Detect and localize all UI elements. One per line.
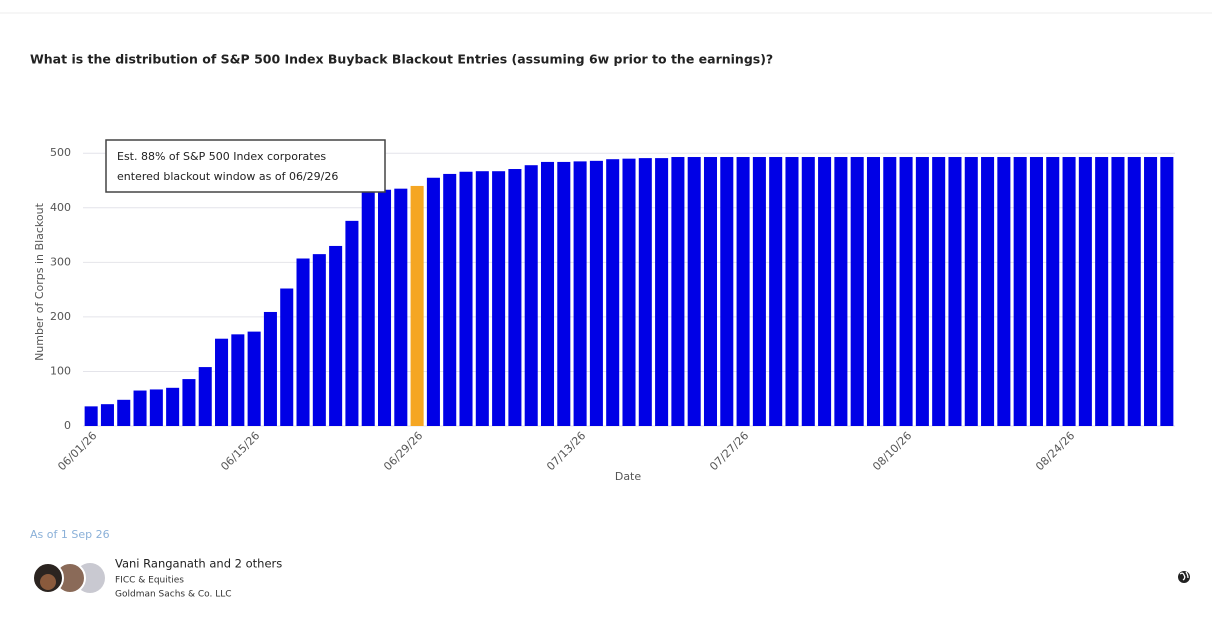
bar [524,165,538,427]
bar [1062,157,1076,426]
bar [394,188,408,426]
bar [1029,157,1043,426]
x-axis-title: Date [615,470,642,483]
bar [818,157,832,426]
bar [606,159,620,426]
y-tick-label: 200 [50,310,71,323]
avatar-face [40,574,56,590]
y-axis-title: Number of Corps in Blackout [33,202,46,361]
bar [736,157,750,426]
bar [883,157,897,426]
x-tick-label: 06/15/26 [218,429,262,473]
x-tick-label: 07/13/26 [544,429,588,473]
bar [133,390,147,426]
bar [215,338,229,426]
bar [1144,157,1158,426]
x-tick-label: 06/29/26 [381,429,425,473]
bar [720,157,734,426]
as-of: As of 1 Sep 26 [30,528,110,541]
bar [1160,157,1174,426]
bar [426,177,440,426]
bar [231,334,245,426]
bar [296,258,310,426]
bar [312,254,326,426]
x-tick-label: 06/01/26 [55,429,99,473]
firm: Goldman Sachs & Co. LLC [115,590,232,600]
y-tick-label: 500 [50,146,71,159]
bar [801,157,815,426]
bar [1111,157,1125,426]
annotation-text: Est. 88% of S&P 500 Index corporates [117,150,326,163]
bar [964,157,978,426]
bar [280,288,294,426]
bar [410,185,424,426]
bar [997,157,1011,426]
y-tick-label: 0 [64,419,71,432]
bar [459,171,473,426]
bar [508,169,522,426]
bar [589,160,603,427]
bar [475,171,489,426]
bar [1046,157,1060,426]
x-tick-label: 07/27/26 [707,429,751,473]
bar [866,157,880,426]
bar [915,157,929,426]
bar [752,157,766,426]
plot: 0 100 200 300 400 500 06/01/26 06/15/26 06/29/26… [50,146,1175,473]
bar [117,399,131,426]
globe-icon[interactable] [1178,571,1190,583]
bar [1078,157,1092,426]
bar [361,191,375,426]
bar [638,158,652,426]
bar [378,189,392,426]
bar [540,161,555,426]
bar [345,220,359,426]
bar [932,157,946,426]
bar [149,389,163,426]
bar [850,157,864,426]
bar [492,171,506,426]
bar [769,157,783,426]
authors: Vani Ranganath and 2 others [115,557,282,571]
bar [1013,157,1027,426]
bar [198,367,212,426]
bar [671,157,685,426]
bar [443,173,457,426]
bar [84,406,98,426]
bar [1127,157,1141,426]
bar [182,379,196,426]
bar [981,157,995,426]
y-tick-label: 100 [50,364,71,377]
bar [573,161,587,426]
bar [948,157,962,426]
bar [557,161,571,426]
bar [785,157,799,426]
x-tick-label: 08/24/26 [1033,429,1077,473]
bar [247,331,261,426]
bar [100,404,114,426]
bar [622,158,636,426]
bar [703,157,718,426]
bar [263,311,277,426]
bar [166,387,180,426]
bar [687,157,701,426]
annotation-text: entered blackout window as of 06/29/26 [117,170,338,183]
y-tick-label: 300 [50,255,71,268]
y-tick-label: 400 [50,201,71,214]
annotation-box [105,139,386,193]
bar [1095,157,1109,426]
bar [655,158,669,426]
bar [834,157,848,426]
bar [329,245,343,426]
bar [899,157,913,426]
x-tick-label: 08/10/26 [870,429,914,473]
team: FICC & Equities [115,576,184,586]
chart-title: What is the distribution of S&P 500 Inde… [30,52,773,67]
